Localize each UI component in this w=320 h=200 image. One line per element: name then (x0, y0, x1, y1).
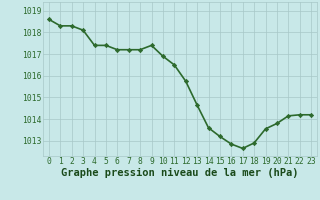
X-axis label: Graphe pression niveau de la mer (hPa): Graphe pression niveau de la mer (hPa) (61, 168, 299, 178)
